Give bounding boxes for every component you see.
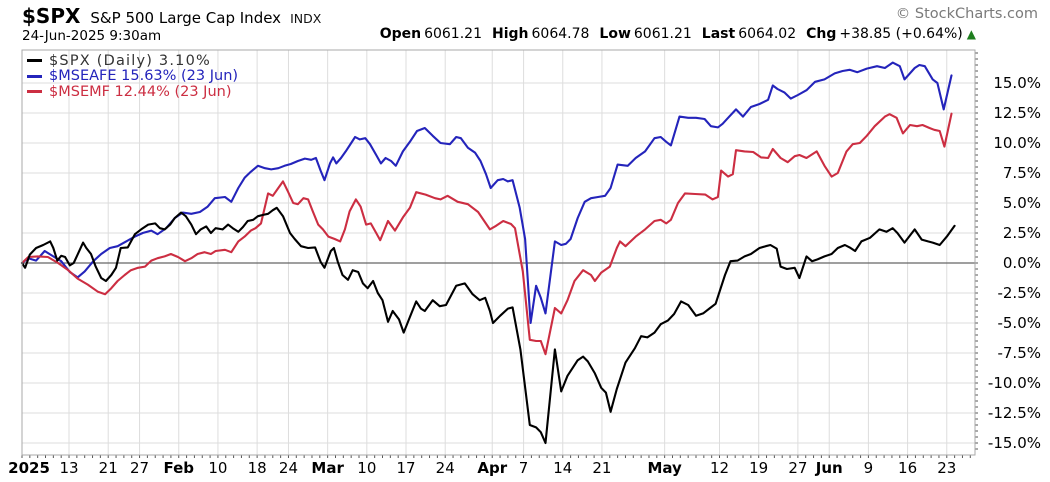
- y-axis-label: -15.0%: [988, 434, 1041, 452]
- last-value: 6064.02: [738, 26, 797, 42]
- chg-value: +38.85 (+0.64%): [839, 26, 963, 42]
- y-axis-label: 0.0%: [1003, 254, 1041, 272]
- y-axis-label: 12.5%: [993, 104, 1041, 122]
- x-axis-label: Apr: [477, 459, 507, 477]
- y-axis-label: -7.5%: [997, 344, 1041, 362]
- x-axis-label: 24: [279, 459, 298, 477]
- high-label: High: [491, 26, 529, 42]
- index-name: S&P 500 Large Cap Index: [90, 9, 282, 27]
- up-triangle-icon: ▲: [966, 27, 976, 41]
- stockcharts-copyright: © StockCharts.com: [895, 6, 1038, 22]
- open-label: Open: [379, 26, 422, 42]
- x-axis-label: 9: [864, 459, 874, 477]
- x-axis-label: Feb: [163, 459, 194, 477]
- x-axis-label: 2025: [8, 459, 50, 477]
- x-axis-label: 18: [248, 459, 267, 477]
- y-axis-label: 15.0%: [993, 74, 1041, 92]
- legend-label-spx: $SPX (Daily) 3.10%: [49, 52, 211, 69]
- legend-row-msemf: $MSEMF 12.44% (23 Jun): [27, 84, 238, 100]
- x-axis-label: 23: [937, 459, 956, 477]
- plot-border: [21, 49, 976, 456]
- legend-row-mseafe: $MSEAFE 15.63% (23 Jun): [27, 68, 239, 85]
- y-axis-label: -2.5%: [997, 284, 1041, 302]
- x-axis-label: Mar: [311, 459, 344, 477]
- spx-line-marker-icon: [27, 59, 42, 63]
- x-axis-label: 17: [396, 459, 415, 477]
- x-axis-label: 21: [99, 459, 118, 477]
- x-axis-label: 27: [788, 459, 807, 477]
- y-axis-label: -12.5%: [988, 404, 1041, 422]
- series-line-msemf: [20, 112, 953, 356]
- x-axis-label: 12: [710, 459, 729, 477]
- y-axis-label: 5.0%: [1003, 194, 1041, 212]
- x-axis-label: 24: [436, 459, 455, 477]
- series-line-spx: [20, 206, 956, 445]
- chg-label: Chg: [806, 26, 837, 42]
- low-value: 6061.21: [633, 26, 692, 42]
- x-axis-label: Jun: [815, 459, 843, 477]
- chart-timestamp: 24-Jun-2025 9:30am: [22, 28, 162, 44]
- legend-row-spx: $SPX (Daily) 3.10%: [27, 53, 238, 69]
- x-axis-label: 27: [130, 459, 149, 477]
- y-axis-label: 7.5%: [1003, 164, 1041, 182]
- x-axis-label: 10: [357, 459, 376, 477]
- x-axis-label: 14: [553, 459, 572, 477]
- x-axis-label: 7: [519, 459, 529, 477]
- exchange-label: INDX: [290, 11, 322, 26]
- quote-summary: Open 6061.21 High 6064.78 Low 6061.21 Last 6064…: [380, 26, 976, 42]
- legend-label-msemf: $MSEMF 12.44% (23 Jun): [49, 83, 232, 100]
- y-axis-label: -5.0%: [997, 314, 1041, 332]
- open-value: 6061.21: [424, 26, 482, 42]
- chart-header: $SPX S&P 500 Large Cap Index INDX: [22, 4, 321, 28]
- x-axis-label: 21: [592, 459, 611, 477]
- ticker-symbol: $SPX: [22, 4, 81, 28]
- last-label: Last: [701, 26, 736, 42]
- y-axis-label: 2.5%: [1003, 224, 1041, 242]
- x-axis-label: May: [647, 459, 682, 477]
- high-value: 6064.78: [531, 26, 590, 42]
- x-axis-label: 16: [898, 459, 917, 477]
- x-axis-label: 19: [749, 459, 768, 477]
- legend: $SPX (Daily) 3.10% $MSEAFE 15.63% (23 Ju…: [27, 53, 238, 100]
- msemf-line-marker-icon: [27, 90, 42, 94]
- mseafe-line-marker-icon: [27, 74, 42, 78]
- y-axis-label: -10.0%: [988, 374, 1041, 392]
- y-axis-label: 10.0%: [993, 134, 1041, 152]
- low-label: Low: [599, 26, 631, 42]
- x-axis-label: 13: [59, 459, 78, 477]
- legend-label-mseafe: $MSEAFE 15.63% (23 Jun): [49, 68, 239, 85]
- series-line-mseafe: [20, 61, 953, 325]
- x-axis-label: 10: [208, 459, 227, 477]
